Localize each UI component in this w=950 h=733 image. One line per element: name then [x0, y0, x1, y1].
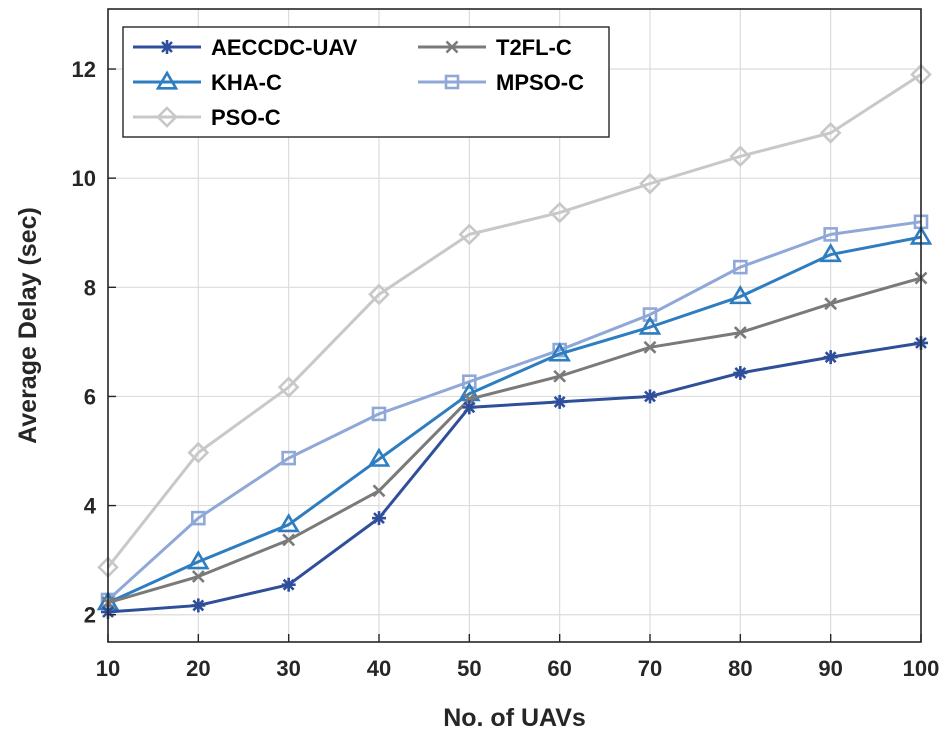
legend: AECCDC-UAV T2FL-C KHA-C MPSO-C PSO-C	[122, 26, 610, 138]
data-point-square	[191, 510, 206, 526]
series-line	[106, 73, 922, 569]
data-point-square	[462, 374, 477, 390]
x-tick-label: 30	[276, 656, 300, 681]
legend-label: KHA-C	[211, 70, 282, 95]
legend-item-aeccdc-uav: AECCDC-UAV	[133, 35, 358, 60]
data-point-diamond	[187, 441, 210, 464]
data-point-triangle	[548, 342, 571, 362]
data-point-asterisk	[823, 350, 838, 365]
data-point-x	[733, 326, 747, 340]
x-tick-label: 70	[638, 656, 662, 681]
data-point-diamond	[639, 172, 661, 195]
series-line	[107, 235, 922, 605]
legend-item-kha-c: KHA-C	[133, 70, 282, 95]
legend-label: MPSO-C	[496, 70, 584, 95]
data-point-triangle	[819, 242, 842, 263]
data-point-diamond	[277, 376, 300, 399]
data-point-diamond	[368, 283, 390, 306]
x-tick-label: 100	[903, 656, 940, 681]
y-axis-label: Average Delay (sec)	[14, 207, 42, 444]
series-line	[107, 341, 922, 614]
data-point-triangle	[367, 447, 391, 467]
series-t2fl-c	[101, 271, 928, 610]
series-aeccdc-uav	[101, 335, 928, 619]
data-point-square	[371, 406, 387, 422]
series-line	[107, 276, 922, 605]
data-point-asterisk	[552, 394, 567, 409]
x-tick-label: 40	[367, 656, 391, 681]
data-point-asterisk	[372, 511, 386, 526]
data-point-x	[445, 40, 459, 54]
x-axis-label: No. of UAVs	[443, 704, 586, 732]
data-point-asterisk	[733, 365, 748, 380]
data-point-x	[553, 369, 567, 383]
legend-label: AECCDC-UAV	[211, 35, 358, 60]
data-point-x	[282, 533, 296, 547]
data-point-x	[372, 484, 386, 498]
data-point-diamond	[819, 122, 842, 144]
legend-label: T2FL-C	[496, 35, 572, 60]
data-point-square	[281, 450, 296, 466]
data-point-asterisk	[191, 598, 206, 613]
data-point-diamond	[458, 223, 481, 246]
data-point-triangle	[729, 285, 752, 305]
data-point-triangle	[277, 513, 300, 533]
series-group	[96, 63, 933, 619]
data-point-x	[643, 340, 657, 354]
series-mpso-c	[100, 214, 929, 608]
x-tick-label: 20	[186, 656, 210, 681]
data-point-diamond	[729, 145, 752, 168]
data-point-asterisk	[462, 400, 477, 415]
series-kha-c	[96, 225, 933, 611]
x-tick-label: 90	[818, 656, 842, 681]
data-point-diamond	[156, 106, 178, 128]
x-tick-label: 80	[728, 656, 752, 681]
y-tick-label: 8	[84, 275, 96, 300]
data-point-asterisk	[160, 40, 174, 54]
y-tick-label: 6	[84, 384, 96, 409]
plot-frame	[107, 8, 922, 643]
y-tick-label: 10	[72, 166, 96, 191]
data-point-triangle	[187, 550, 210, 570]
series-line	[106, 220, 922, 602]
data-point-x	[191, 570, 205, 583]
x-tick-label: 50	[457, 656, 481, 681]
data-point-x	[824, 297, 838, 311]
legend-item-pso-c: PSO-C	[133, 105, 281, 130]
y-tick-label: 12	[72, 57, 96, 82]
x-tick-label: 10	[96, 656, 120, 681]
data-point-triangle	[155, 70, 179, 90]
x-tick-label: 60	[547, 656, 571, 681]
y-tick-label: 4	[84, 494, 97, 519]
data-point-asterisk	[281, 577, 296, 592]
data-point-asterisk	[643, 389, 657, 404]
y-tick-label: 2	[84, 603, 96, 628]
data-point-square	[733, 259, 748, 275]
legend-item-t2fl-c: T2FL-C	[418, 35, 572, 60]
legend-item-mpso-c: MPSO-C	[418, 70, 584, 95]
legend-box	[122, 26, 610, 138]
data-point-triangle	[638, 315, 662, 335]
data-point-square	[444, 74, 460, 90]
data-point-square	[823, 227, 838, 242]
data-point-diamond	[548, 201, 571, 224]
tick-labels: 10 20 30 40 50 60 70 80 90 100 2 4 6 8 10 12	[72, 57, 940, 681]
legend-label: PSO-C	[211, 105, 281, 130]
